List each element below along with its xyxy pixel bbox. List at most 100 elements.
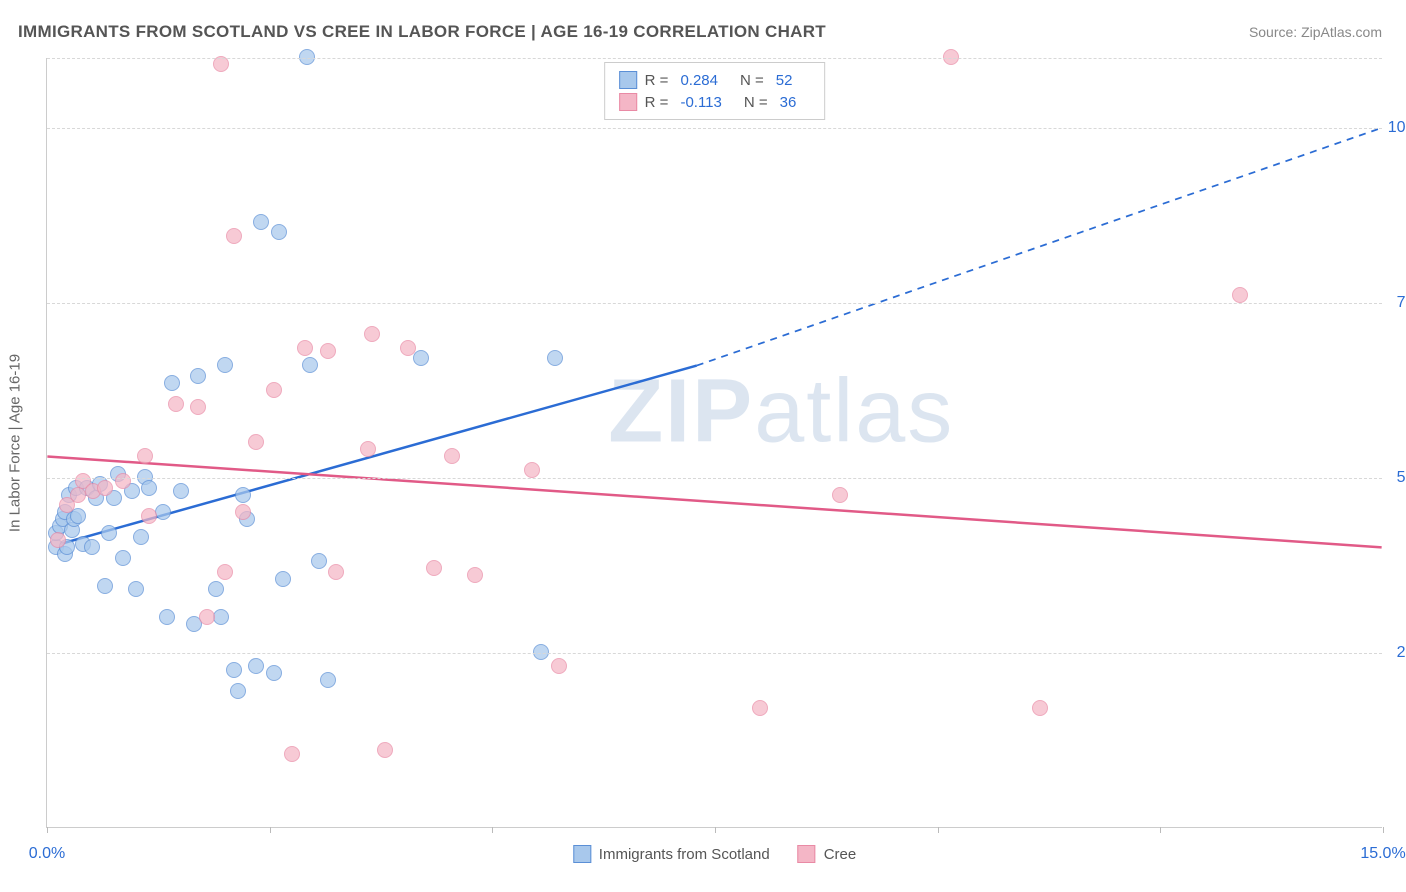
trend-lines-svg	[47, 58, 1382, 827]
data-point	[320, 343, 336, 359]
data-point	[266, 665, 282, 681]
data-point	[547, 350, 563, 366]
legend-swatch	[619, 93, 637, 111]
y-tick-label: 50.0%	[1397, 469, 1406, 487]
x-tick	[1160, 827, 1161, 833]
data-point	[190, 399, 206, 415]
data-point	[97, 578, 113, 594]
x-tick	[270, 827, 271, 833]
data-point	[320, 672, 336, 688]
data-point	[752, 700, 768, 716]
watermark-atlas: atlas	[754, 361, 954, 461]
data-point	[101, 525, 117, 541]
gridline	[47, 58, 1382, 59]
data-point	[199, 609, 215, 625]
data-point	[311, 553, 327, 569]
legend-stat-row: R = -0.113 N = 36	[619, 91, 811, 113]
data-point	[164, 375, 180, 391]
data-point	[299, 49, 315, 65]
legend-label: Cree	[824, 846, 857, 863]
x-tick-label: 0.0%	[29, 845, 65, 863]
plot-area: In Labor Force | Age 16-19 ZIPatlas R =0…	[46, 58, 1382, 828]
r-label: R =	[645, 94, 669, 111]
legend-swatch	[619, 71, 637, 89]
data-point	[400, 340, 416, 356]
n-value: 52	[776, 72, 793, 89]
data-point	[413, 350, 429, 366]
data-point	[271, 224, 287, 240]
chart-title: IMMIGRANTS FROM SCOTLAND VS CREE IN LABO…	[18, 22, 826, 42]
data-point	[302, 357, 318, 373]
data-point	[533, 644, 549, 660]
data-point	[115, 550, 131, 566]
data-point	[155, 504, 171, 520]
data-point	[208, 581, 224, 597]
legend-item: Immigrants from Scotland	[573, 845, 770, 863]
data-point	[444, 448, 460, 464]
correlation-legend: R = 0.284 N = 52 R = -0.113 N = 36	[604, 62, 826, 120]
data-point	[377, 742, 393, 758]
data-point	[115, 473, 131, 489]
data-point	[467, 567, 483, 583]
data-point	[168, 396, 184, 412]
data-point	[230, 683, 246, 699]
y-tick-label: 100.0%	[1388, 119, 1406, 137]
watermark-zip: ZIP	[608, 361, 754, 461]
data-point	[1232, 287, 1248, 303]
data-point	[551, 658, 567, 674]
data-point	[360, 441, 376, 457]
x-tick	[492, 827, 493, 833]
data-point	[248, 434, 264, 450]
data-point	[173, 483, 189, 499]
data-point	[141, 508, 157, 524]
data-point	[128, 581, 144, 597]
watermark: ZIPatlas	[608, 360, 954, 463]
data-point	[235, 504, 251, 520]
r-value: -0.113	[680, 94, 721, 111]
legend-label: Immigrants from Scotland	[599, 846, 770, 863]
n-label: N =	[740, 72, 764, 89]
data-point	[133, 529, 149, 545]
data-point	[275, 571, 291, 587]
data-point	[137, 448, 153, 464]
r-label: R =	[645, 72, 669, 89]
x-tick	[47, 827, 48, 833]
gridline	[47, 478, 1382, 479]
data-point	[217, 357, 233, 373]
data-point	[266, 382, 282, 398]
y-axis-label: In Labor Force | Age 16-19	[7, 353, 24, 531]
data-point	[1032, 700, 1048, 716]
gridline	[47, 303, 1382, 304]
data-point	[217, 564, 233, 580]
data-point	[943, 49, 959, 65]
data-point	[226, 228, 242, 244]
series-legend: Immigrants from Scotland Cree	[573, 845, 856, 863]
data-point	[297, 340, 313, 356]
trend-line	[47, 456, 1381, 547]
data-point	[832, 487, 848, 503]
data-point	[70, 487, 86, 503]
x-tick	[715, 827, 716, 833]
x-tick	[938, 827, 939, 833]
data-point	[524, 462, 540, 478]
data-point	[97, 480, 113, 496]
source-credit: Source: ZipAtlas.com	[1249, 24, 1382, 40]
legend-swatch	[573, 845, 591, 863]
r-value: 0.284	[680, 72, 718, 89]
n-label: N =	[744, 94, 768, 111]
data-point	[284, 746, 300, 762]
data-point	[190, 368, 206, 384]
gridline	[47, 653, 1382, 654]
data-point	[226, 662, 242, 678]
data-point	[235, 487, 251, 503]
gridline	[47, 128, 1382, 129]
x-tick-label: 15.0%	[1360, 845, 1405, 863]
data-point	[328, 564, 344, 580]
data-point	[426, 560, 442, 576]
n-value: 36	[780, 94, 797, 111]
x-tick	[1383, 827, 1384, 833]
trend-line-extrapolated	[697, 128, 1382, 366]
data-point	[159, 609, 175, 625]
legend-item: Cree	[798, 845, 857, 863]
y-tick-label: 25.0%	[1397, 644, 1406, 662]
